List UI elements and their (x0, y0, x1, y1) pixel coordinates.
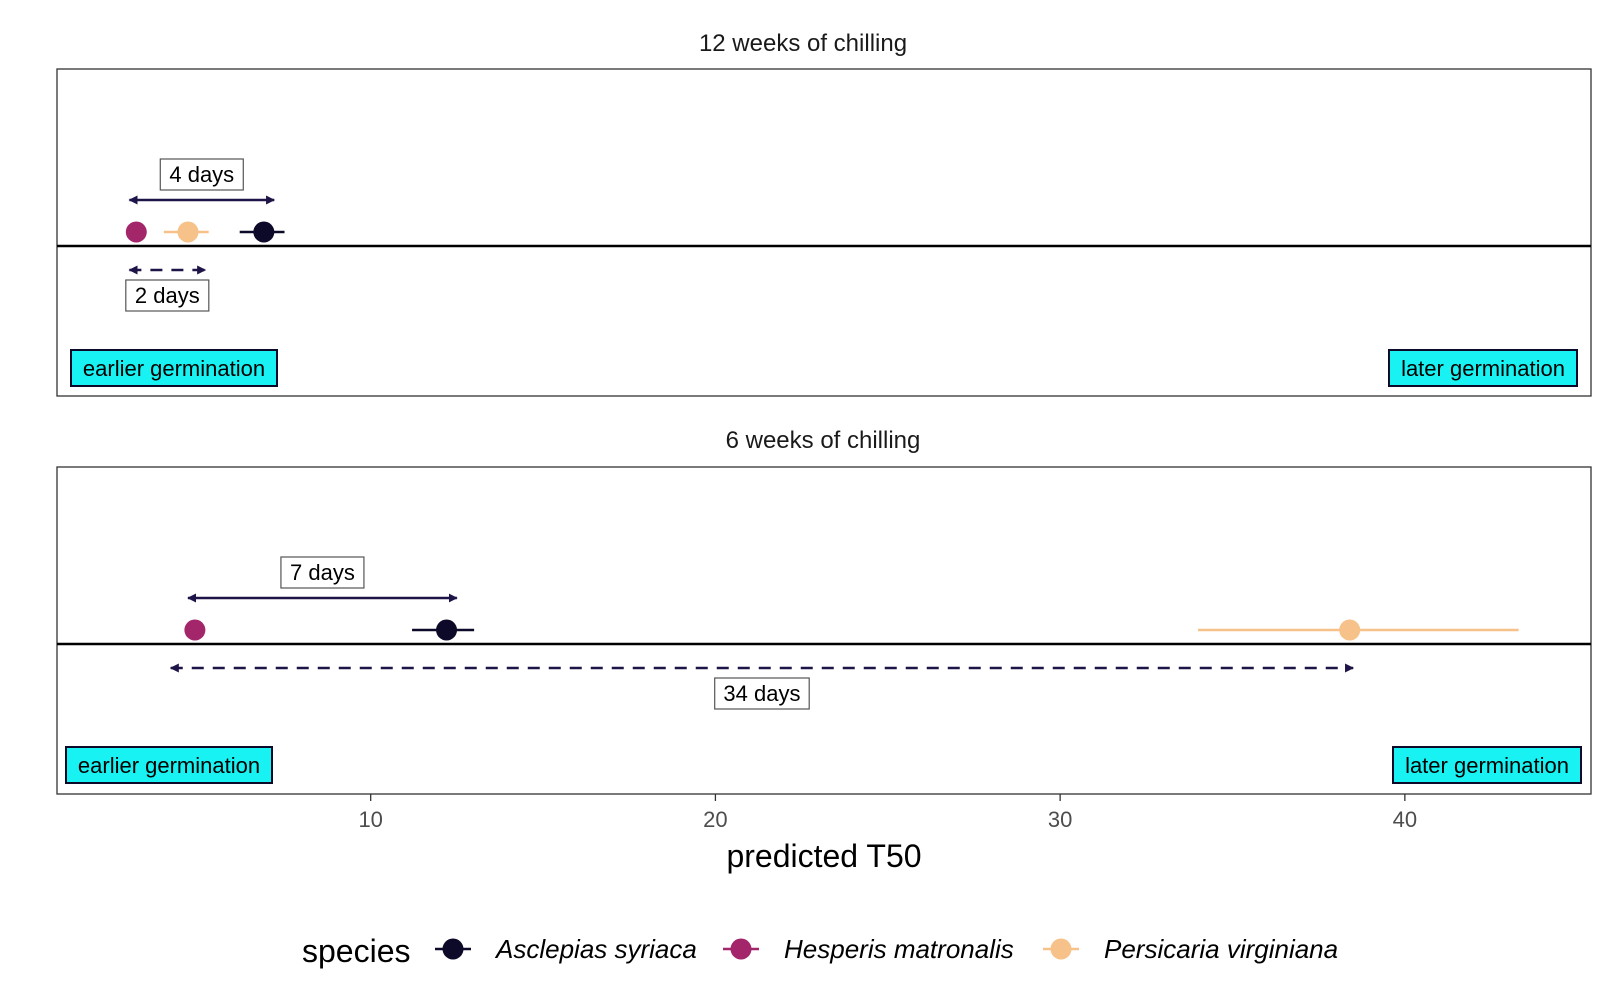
x-tick-label: 30 (1048, 807, 1072, 832)
data-point (253, 221, 275, 243)
panel-title: 12 weeks of chilling (699, 30, 907, 57)
legend-key-point (442, 938, 464, 960)
annotation-label: 2 days (135, 283, 200, 308)
data-point (1339, 619, 1361, 641)
panel-frame (56, 68, 1592, 397)
x-axis: 10 20 30 40 (358, 794, 1417, 832)
panel-12-weeks: 12 weeks of chilling 4 days 2 days earlie… (56, 30, 1592, 397)
annotation-label-box (714, 677, 810, 710)
region-label-left: earlier germination (70, 349, 278, 387)
region-label-right: later germination (1388, 349, 1578, 387)
annotation-label: 34 days (723, 681, 800, 706)
svg-text:later germination: later germination (1405, 753, 1569, 778)
annotation-label-box (280, 556, 365, 589)
region-label-right: later germination (1392, 746, 1582, 784)
data-point (436, 619, 458, 641)
svg-text:later germination: later germination (1401, 356, 1565, 381)
legend-key-point (1050, 938, 1072, 960)
annotation-label: 7 days (290, 560, 355, 585)
legend-label: Asclepias syriaca (494, 934, 697, 964)
legend-key-point (730, 938, 752, 960)
data-point (125, 221, 147, 243)
annotation-label-box (159, 158, 244, 191)
svg-text:earlier germination: earlier germination (78, 753, 260, 778)
x-tick-label: 20 (703, 807, 727, 832)
legend: species Asclepias syriaca Hesperis matron… (302, 933, 1338, 969)
svg-text:earlier germination: earlier germination (83, 356, 265, 381)
data-point (177, 221, 199, 243)
panel-6-weeks: 6 weeks of chilling 7 days 34 days earlie… (56, 427, 1592, 795)
region-label-left: earlier germination (65, 746, 273, 784)
x-tick-label: 40 (1393, 807, 1417, 832)
legend-label: Hesperis matronalis (784, 934, 1014, 964)
annotation-label: 4 days (169, 162, 234, 187)
legend-label: Persicaria virginiana (1104, 934, 1338, 964)
annotation-label-box (125, 279, 210, 312)
panel-frame (56, 466, 1592, 795)
x-axis-title: predicted T50 (726, 838, 921, 874)
panel-title: 6 weeks of chilling (726, 427, 921, 454)
data-point (184, 619, 206, 641)
x-tick-label: 10 (358, 807, 382, 832)
legend-title: species (302, 933, 411, 969)
